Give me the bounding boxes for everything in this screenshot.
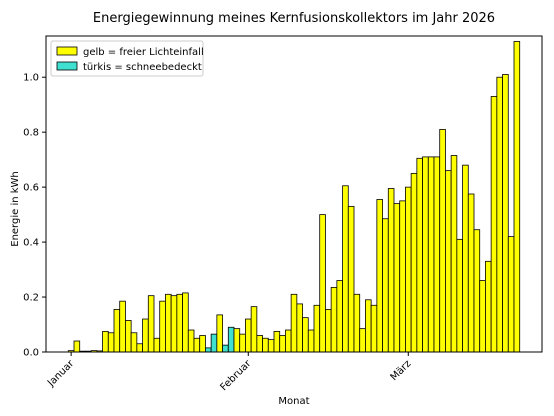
bar [107, 332, 115, 353]
legend-swatch [56, 61, 78, 71]
bar [256, 335, 263, 353]
bar [410, 172, 418, 353]
bar [330, 287, 338, 353]
bar [456, 238, 463, 353]
bar [467, 193, 475, 353]
bar [479, 280, 486, 353]
bar [119, 300, 126, 353]
bar [113, 309, 121, 353]
bar [233, 328, 241, 353]
legend: gelb = freier Lichteinfall türkis = schne… [50, 40, 204, 77]
bar [473, 229, 481, 353]
bar [170, 295, 178, 353]
bar [153, 337, 161, 353]
bar [216, 314, 223, 353]
bar [359, 328, 366, 353]
y-tick-label: 1.0 [23, 73, 39, 84]
legend-label: gelb = freier Lichteinfall [83, 47, 204, 58]
bar [193, 337, 201, 353]
bar [370, 304, 378, 353]
bar-snow [210, 333, 218, 353]
bar [125, 319, 132, 353]
bar [73, 340, 81, 353]
bar [182, 292, 189, 353]
bar [245, 318, 252, 353]
y-tick-label: 0.8 [23, 128, 39, 139]
bar-snow [205, 347, 212, 353]
bar [296, 303, 303, 353]
bar [313, 304, 321, 353]
bar [336, 280, 343, 353]
bar [250, 306, 258, 353]
bar [142, 318, 149, 353]
bar [325, 309, 332, 353]
y-tick-label: 0.2 [23, 293, 39, 304]
y-tick-label: 0.4 [23, 238, 39, 249]
bar [130, 332, 138, 353]
bar [433, 156, 441, 353]
bar [347, 205, 355, 353]
legend-box [50, 40, 204, 77]
bar [262, 337, 269, 353]
bar [353, 293, 361, 353]
bar [427, 156, 435, 353]
bar [279, 335, 286, 353]
y-tick-label: 0.6 [23, 183, 39, 194]
bar [502, 74, 509, 353]
bar [365, 299, 372, 353]
bar [513, 41, 521, 353]
bar [290, 293, 298, 353]
bar [405, 186, 412, 353]
bar [319, 214, 326, 353]
y-axis-ticks: 0.0 0.2 0.4 0.6 0.8 1.0 [23, 73, 46, 359]
bar [490, 96, 498, 353]
bar [147, 295, 155, 353]
y-axis-label: Energie in kWh [10, 171, 21, 247]
bar [496, 76, 503, 353]
bar [376, 199, 383, 353]
legend-swatch [56, 46, 78, 56]
bar [387, 188, 395, 353]
bar [439, 129, 446, 353]
bar [136, 343, 143, 353]
bar [285, 329, 292, 353]
bar [273, 330, 281, 353]
bar [307, 329, 315, 353]
bar [102, 330, 109, 353]
bar-snow [227, 326, 235, 353]
bar [445, 170, 452, 353]
bar [165, 293, 172, 353]
bar [199, 335, 206, 353]
bar [422, 156, 429, 353]
bar [302, 317, 309, 353]
legend-label: türkis = schneebedeckt [83, 62, 202, 73]
plot-frame [45, 35, 543, 353]
x-axis-label: Monat [278, 396, 309, 407]
bar [342, 185, 349, 353]
chart-title: Energiegewinnung meines Kernfusionskolle… [93, 11, 495, 26]
bar [450, 155, 458, 353]
bar [176, 293, 183, 353]
bar [507, 236, 515, 353]
y-tick-label: 0.0 [23, 348, 39, 359]
bar [462, 164, 469, 353]
bar [187, 329, 195, 353]
bar [416, 157, 423, 353]
bar [393, 203, 401, 353]
bar [159, 300, 166, 353]
bar [485, 260, 492, 353]
bar [239, 333, 246, 353]
bar [399, 200, 406, 353]
bar [267, 339, 275, 353]
bar-snow [222, 344, 229, 353]
bar [382, 218, 389, 353]
